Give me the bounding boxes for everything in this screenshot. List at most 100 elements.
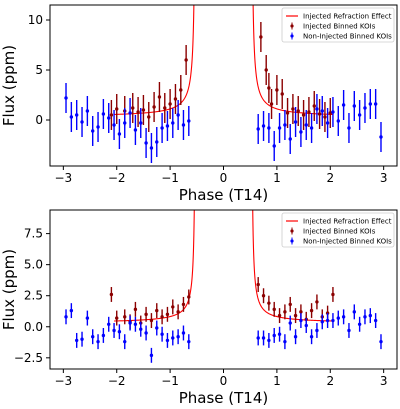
non-injected-koi-point — [267, 332, 271, 348]
injected-koi-point — [184, 45, 188, 75]
non-injected-koi-point — [336, 106, 340, 136]
injected-koi-point — [133, 301, 138, 317]
data-marker — [117, 330, 122, 334]
non-injected-koi-point — [117, 324, 122, 340]
non-injected-koi-point — [261, 111, 266, 141]
non-injected-koi-point — [267, 113, 271, 143]
legend-label: Injected Refraction Effect — [303, 218, 392, 226]
non-injected-koi-point — [187, 106, 191, 136]
injected-koi-point — [272, 301, 276, 317]
data-marker — [107, 322, 111, 326]
non-injected-koi-point — [309, 113, 314, 143]
data-marker — [109, 113, 114, 117]
data-marker — [136, 110, 140, 114]
data-marker — [157, 95, 162, 99]
data-marker — [91, 129, 95, 133]
data-marker — [115, 316, 119, 320]
data-marker — [123, 315, 127, 319]
non-injected-koi-point — [357, 100, 362, 130]
injected-koi-point — [160, 309, 164, 325]
non-injected-koi-point — [256, 330, 260, 346]
data-marker — [261, 294, 266, 298]
non-injected-koi-point — [315, 94, 319, 124]
data-marker — [163, 106, 167, 110]
legend: Injected Refraction Effect Injected Binne… — [281, 7, 395, 43]
data-marker — [176, 310, 180, 314]
data-marker — [336, 316, 340, 320]
data-marker — [267, 86, 271, 90]
data-marker — [277, 126, 282, 130]
injected-koi-point — [312, 91, 316, 121]
non-injected-koi-point — [133, 316, 138, 332]
non-injected-koi-point — [101, 99, 106, 129]
non-injected-koi-point — [379, 122, 383, 152]
non-injected-koi-point — [325, 108, 330, 138]
non-injected-koi-point — [123, 108, 127, 138]
non-injected-koi-point — [69, 303, 74, 319]
injected-koi-point — [280, 79, 284, 109]
x-tick-label: 0 — [220, 374, 228, 388]
data-marker — [117, 132, 122, 136]
data-marker — [267, 301, 271, 305]
data-marker — [269, 102, 274, 106]
injected-koi-point — [259, 22, 263, 52]
data-marker — [181, 123, 186, 127]
injected-koi-point — [315, 294, 319, 310]
legend-item: Non-Injected Binned KOIs — [290, 237, 392, 246]
data-marker — [149, 146, 154, 150]
data-marker — [261, 336, 266, 340]
y-tick-label: 5 — [35, 63, 43, 77]
injected-koi-point — [275, 75, 279, 105]
data-marker — [80, 120, 84, 124]
non-injected-koi-point — [91, 329, 95, 345]
data-marker — [259, 35, 263, 39]
data-marker — [123, 121, 127, 125]
x-tick-label: 0 — [220, 171, 228, 185]
data-marker — [328, 111, 332, 115]
x-tick-label: 1 — [273, 374, 281, 388]
injected-koi-point — [187, 289, 191, 305]
data-marker — [261, 124, 266, 128]
non-injected-koi-point — [96, 112, 100, 142]
non-injected-koi-point — [107, 316, 111, 332]
x-tick-label: −2 — [108, 171, 126, 185]
plot-area — [64, 210, 383, 363]
data-marker — [85, 109, 90, 113]
data-marker — [309, 126, 314, 130]
data-marker — [357, 113, 362, 117]
non-injected-koi-point — [176, 329, 180, 345]
data-marker — [277, 313, 282, 318]
data-marker — [347, 328, 351, 333]
data-marker — [187, 119, 191, 123]
data-marker — [131, 106, 135, 110]
injected-koi-point — [323, 102, 327, 132]
y-tick-label: 0.0 — [24, 320, 43, 334]
injected-koi-point — [293, 308, 298, 324]
x-tick-label: −3 — [54, 374, 72, 388]
data-marker — [307, 110, 311, 114]
non-injected-koi-point — [165, 332, 170, 348]
data-marker — [363, 106, 367, 110]
injected-koi-point — [317, 99, 322, 129]
data-marker — [357, 322, 362, 326]
non-injected-koi-point — [299, 117, 303, 147]
data-marker — [315, 107, 319, 111]
data-marker — [320, 320, 324, 324]
non-injected-koi-point — [171, 108, 175, 138]
injected-koi-point — [109, 100, 114, 130]
non-injected-koi-point — [139, 108, 143, 138]
data-marker — [96, 125, 100, 129]
data-marker — [74, 338, 79, 343]
non-injected-koi-point — [96, 334, 100, 350]
data-marker — [128, 111, 132, 115]
data-marker — [315, 328, 319, 333]
injected-koi-point — [331, 287, 335, 302]
data-marker — [115, 107, 119, 111]
non-injected-koi-point — [149, 347, 154, 363]
data-marker — [272, 333, 276, 338]
data-marker — [299, 318, 303, 323]
data-marker — [101, 112, 106, 116]
data-marker — [323, 115, 327, 119]
data-marker — [187, 295, 191, 299]
non-injected-koi-point — [347, 113, 351, 143]
